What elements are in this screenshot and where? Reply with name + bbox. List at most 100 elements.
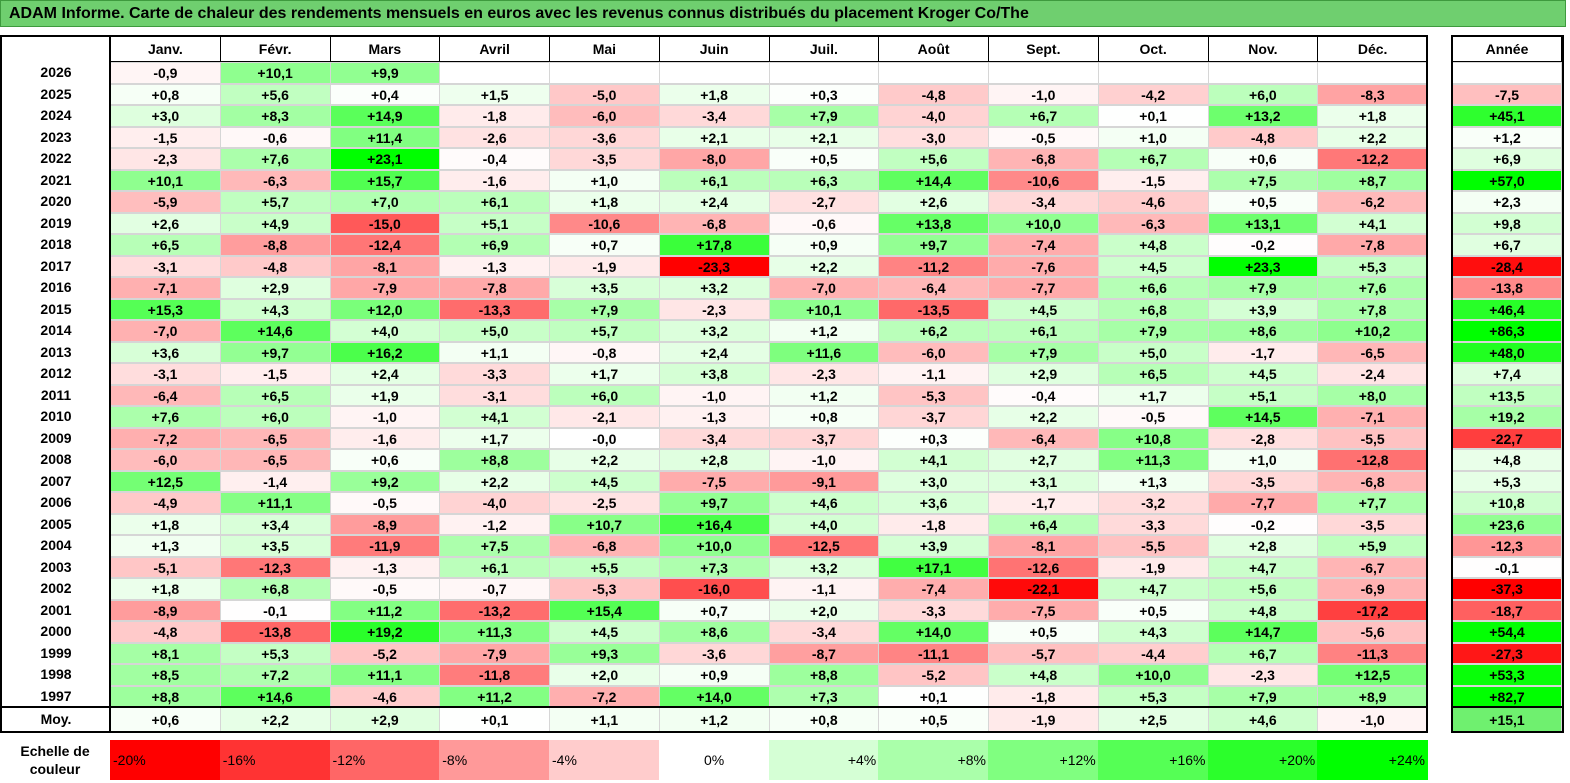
heatmap-cell: +6,5: [1097, 363, 1209, 385]
heatmap-cell: -7,5: [658, 470, 770, 492]
heatmap-cell: +1,8: [549, 191, 660, 213]
year-label: 2019: [40, 214, 72, 231]
heatmap-cell: +6,7: [1097, 148, 1209, 170]
heatmap-cell: +7,9: [549, 298, 660, 320]
heatmap-cell: +6,1: [439, 556, 550, 578]
heatmap-cell: -4,8: [1207, 126, 1319, 148]
annual-cell: +57,0: [1452, 169, 1562, 191]
heatmap-cell: +9,3: [549, 642, 660, 664]
heatmap-cell: -5,1: [110, 556, 221, 578]
annual-cell: -28,4: [1452, 255, 1562, 277]
heatmap-cell: -1,7: [988, 492, 1099, 514]
heatmap-cell: -7,6: [988, 255, 1099, 277]
heatmap-cell: -7,5: [988, 599, 1099, 621]
year-label: 2026: [40, 64, 72, 80]
heatmap-cell: -6,2: [1317, 191, 1428, 213]
heatmap-cell: +7,3: [658, 556, 770, 578]
heatmap-cell: -1,5: [219, 363, 331, 385]
heatmap-cell: -3,5: [1207, 470, 1319, 492]
heatmap-cell: -6,0: [110, 449, 221, 471]
heatmap-cell: -1,8: [988, 685, 1099, 707]
heatmap-cell: -4,8: [110, 621, 221, 643]
heatmap-cell: +14,4: [878, 169, 989, 191]
year-label: 2023: [40, 128, 72, 145]
heatmap-cell: +3,5: [549, 277, 660, 299]
heatmap-cell: +4,8: [1097, 234, 1209, 256]
heatmap-cell: -7,9: [439, 642, 550, 664]
annual-cell: -12,3: [1452, 535, 1562, 557]
heatmap-cell: +7,3: [768, 685, 880, 707]
heatmap-cell: +15,7: [329, 169, 441, 191]
heatmap-cell: +5,0: [1097, 341, 1209, 363]
heatmap-cell: +2,4: [658, 341, 770, 363]
heatmap-cell: +3,9: [878, 535, 989, 557]
heatmap-cell: [1207, 62, 1319, 84]
year-column-separator: [109, 36, 111, 732]
heatmap-cell: [878, 62, 989, 84]
heatmap-cell: -2,1: [549, 406, 660, 428]
heatmap-cell: -0,5: [329, 492, 441, 514]
heatmap-cell: -1,2: [439, 513, 550, 535]
heatmap-cell: -17,2: [1317, 599, 1428, 621]
heatmap-cell: +4,8: [1207, 599, 1319, 621]
heatmap-cell: +3,1: [988, 470, 1099, 492]
heatmap-cell: +4,0: [768, 513, 880, 535]
month-header: Mai: [549, 36, 660, 62]
annual-cell: +13,5: [1452, 384, 1562, 406]
heatmap-cell: +7,5: [439, 535, 550, 557]
heatmap-cell: -8,0: [658, 148, 770, 170]
annual-cell: +4,8: [1452, 449, 1562, 471]
heatmap-cell: +14,6: [219, 685, 331, 707]
heatmap-cell: +0,9: [768, 234, 880, 256]
heatmap-cell: +3,2: [658, 320, 770, 342]
year-label: 1998: [40, 666, 72, 682]
heatmap-cell: +13,2: [1207, 105, 1319, 127]
heatmap-cell: -0,1: [219, 599, 331, 621]
heatmap-cell: +1,8: [1317, 105, 1428, 127]
heatmap-cell: +8,7: [1317, 169, 1428, 191]
heatmap-cell: +5,7: [219, 191, 331, 213]
annual-cell: +86,3: [1452, 320, 1562, 342]
annual-average-separator: [1451, 706, 1564, 708]
year-label: 2025: [40, 85, 72, 102]
heatmap-cell: -6,3: [219, 169, 331, 191]
heatmap-cell: +1,3: [110, 535, 221, 557]
heatmap-cell: +10,2: [1317, 320, 1428, 342]
heatmap-cell: -3,4: [658, 105, 770, 127]
annual-cell: +48,0: [1452, 341, 1562, 363]
page-title: ADAM Informe. Carte de chaleur des rende…: [9, 5, 1029, 22]
annual-cell: -13,8: [1452, 277, 1562, 299]
heatmap-cell: -3,4: [768, 621, 880, 643]
heatmap-cell: +1,0: [1097, 126, 1209, 148]
heatmap-cell: +8,8: [768, 664, 880, 686]
heatmap-cell: +6,1: [988, 320, 1099, 342]
title-bar: ADAM Informe. Carte de chaleur des rende…: [0, 0, 1566, 27]
heatmap-cell: +0,4: [329, 83, 441, 105]
heatmap-cell: -1,1: [768, 578, 880, 600]
heatmap-cell: +10,1: [219, 62, 331, 84]
heatmap-cell: +7,9: [1207, 685, 1319, 707]
heatmap-cell: +8,9: [1317, 685, 1428, 707]
annual-cell: +10,8: [1452, 492, 1562, 514]
heatmap-cell: -0,6: [768, 212, 880, 234]
heatmap-cell: -7,4: [878, 578, 989, 600]
annual-cell: -22,7: [1452, 427, 1562, 449]
heatmap-cell: -7,0: [110, 320, 221, 342]
heatmap-cell: +0,5: [1097, 599, 1209, 621]
heatmap-cell: +12,5: [110, 470, 221, 492]
heatmap-cell: +9,2: [329, 470, 441, 492]
year-label: 2003: [40, 558, 72, 575]
heatmap-cell: [768, 62, 880, 84]
heatmap-cell: +0,3: [768, 83, 880, 105]
heatmap-cell: +15,3: [110, 298, 221, 320]
heatmap-cell: -13,2: [439, 599, 550, 621]
heatmap-cell: +1,0: [1207, 449, 1319, 471]
heatmap-cell: -4,8: [878, 83, 989, 105]
heatmap-cell: +2,6: [110, 212, 221, 234]
heatmap-cell: +2,9: [219, 277, 331, 299]
heatmap-cell: +7,8: [1317, 298, 1428, 320]
heatmap-cell: -0,0: [549, 427, 660, 449]
heatmap-cell: +4,3: [219, 298, 331, 320]
heatmap-cell: +16,4: [658, 513, 770, 535]
heatmap-cell: +7,9: [988, 341, 1099, 363]
